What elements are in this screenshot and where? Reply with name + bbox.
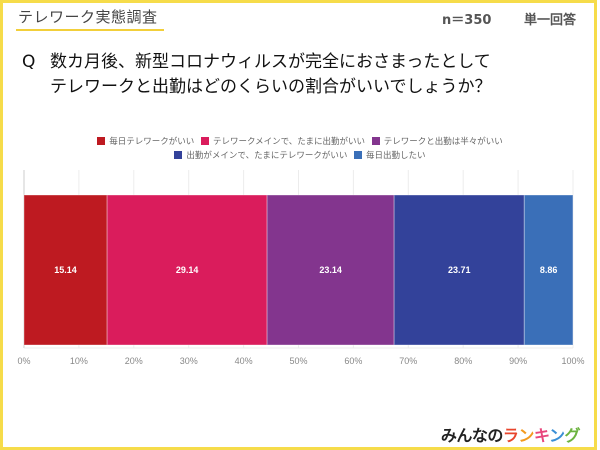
legend-swatch xyxy=(97,137,106,145)
logo-char: ラ xyxy=(502,426,519,445)
bar-segment xyxy=(523,194,574,346)
x-tick-label: 10% xyxy=(70,356,88,366)
survey-meta: n＝350 単一回答 xyxy=(414,9,576,28)
stacked-bar-chart: 0% 10% 20% 30% 40% 50% 60% 70% 80% 90% 100% 15.14 29… xyxy=(17,170,585,366)
legend-label: テレワークメインで、たまに出勤がいい xyxy=(212,137,366,147)
legend-item: テレワークメインで、たまに出勤がいい xyxy=(200,135,366,149)
legend-label: 出勤がメインで、たまにテレワークがいい xyxy=(186,151,348,161)
sample-size: n＝350 xyxy=(442,13,492,28)
bar-segment xyxy=(393,194,525,346)
x-tick-label: 90% xyxy=(509,356,527,366)
answer-type: 単一回答 xyxy=(523,13,576,28)
logo-char: キ xyxy=(533,426,550,445)
legend-item: 出勤がメインで、たまにテレワークがいい xyxy=(174,149,347,163)
question-marker: Q xyxy=(22,52,36,72)
bar-segment xyxy=(266,194,395,346)
logo-accent-text: ランキング xyxy=(502,426,581,445)
bar-segment xyxy=(106,194,268,346)
legend-swatch xyxy=(200,137,209,145)
data-label: 15.14 xyxy=(54,265,77,275)
logo-char: グ xyxy=(564,426,580,445)
legend-label: テレワークと出勤は半々がいい xyxy=(383,137,503,147)
legend-swatch xyxy=(371,137,380,145)
legend-swatch xyxy=(354,151,363,159)
site-logo: みんなのランキング xyxy=(440,422,581,446)
question: Q 数カ月後、新型コロナウィルスが完全におさまったとして テレワークと出勤はどのく… xyxy=(22,50,492,100)
legend-item: 毎日出勤したい xyxy=(354,149,426,163)
bar-segment xyxy=(23,194,108,346)
legend-row-2: 出勤がメインで、たまにテレワークがいい 毎日出勤したい xyxy=(0,149,600,163)
x-tick-label: 80% xyxy=(454,356,472,366)
question-line-1: 数カ月後、新型コロナウィルスが完全におさまったとして xyxy=(50,52,491,72)
x-tick-label: 0% xyxy=(17,356,30,366)
legend-item: テレワークと出勤は半々がいい xyxy=(371,135,503,149)
logo-char: ン xyxy=(548,426,565,445)
data-label: 8.86 xyxy=(540,265,558,275)
data-label: 23.14 xyxy=(319,265,342,275)
x-tick-label: 20% xyxy=(125,356,143,366)
x-tick-label: 70% xyxy=(399,356,417,366)
legend-row-1: 毎日テレワークがいい テレワークメインで、たまに出勤がいい テレワークと出勤は半… xyxy=(0,135,600,149)
logo-char: ン xyxy=(518,426,534,445)
x-tick-label: 40% xyxy=(235,356,253,366)
survey-title: テレワーク実態調査 xyxy=(16,6,164,31)
x-tick-label: 50% xyxy=(289,356,307,366)
data-label: 29.14 xyxy=(176,265,199,275)
logo-base-text: みんなの xyxy=(440,426,504,445)
x-tick-label: 30% xyxy=(180,356,198,366)
data-label: 23.71 xyxy=(448,265,471,275)
legend-label: 毎日出勤したい xyxy=(366,151,426,161)
x-tick-label: 60% xyxy=(344,356,362,366)
x-tick-label: 100% xyxy=(561,356,584,366)
question-line-2: テレワークと出勤はどのくらいの割合がいいでしょうか？ xyxy=(50,77,492,97)
legend-item: 毎日テレワークがいい xyxy=(97,135,194,149)
chart-legend: 毎日テレワークがいい テレワークメインで、たまに出勤がいい テレワークと出勤は半… xyxy=(0,135,600,163)
legend-swatch xyxy=(174,151,183,159)
legend-label: 毎日テレワークがいい xyxy=(109,137,195,147)
